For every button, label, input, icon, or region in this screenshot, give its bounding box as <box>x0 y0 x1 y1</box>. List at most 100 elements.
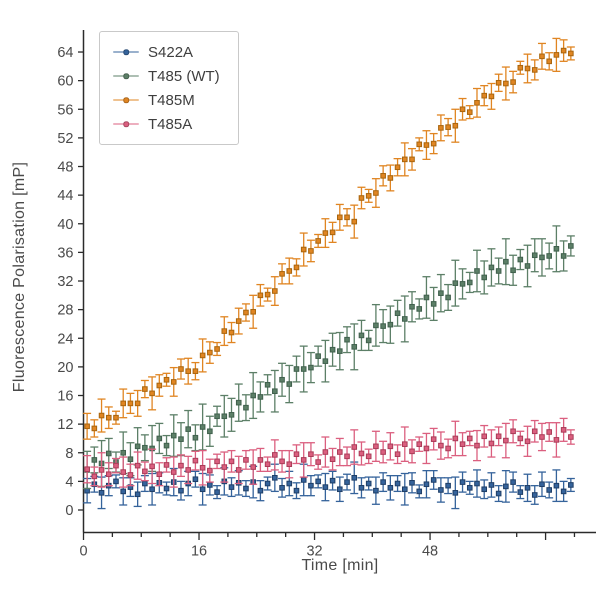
data-point <box>185 368 191 374</box>
data-point <box>308 451 314 457</box>
data-point <box>438 125 444 131</box>
legend-marker-icon <box>113 119 139 129</box>
data-point <box>163 376 170 383</box>
legend-dot <box>123 97 129 103</box>
data-point <box>105 414 112 421</box>
data-point <box>300 366 307 372</box>
data-point <box>351 474 358 481</box>
data-point <box>178 462 184 469</box>
data-point <box>264 480 271 487</box>
data-point <box>170 379 177 385</box>
data-point <box>272 288 278 294</box>
data-point <box>192 457 199 464</box>
data-point <box>430 140 437 147</box>
data-point <box>387 175 394 181</box>
data-point <box>235 467 242 473</box>
legend-label: T485M <box>148 91 195 109</box>
legend-item-t485-wt-: T485 (WT) <box>113 65 220 87</box>
data-point <box>113 414 119 421</box>
data-point <box>127 400 134 407</box>
data-point <box>445 294 451 301</box>
data-point <box>134 491 141 498</box>
data-point <box>120 400 127 407</box>
data-point <box>250 464 256 470</box>
data-point <box>337 486 343 493</box>
data-point <box>185 426 191 432</box>
data-point <box>503 437 509 444</box>
data-point <box>315 238 321 244</box>
data-point <box>235 318 242 324</box>
data-point <box>156 382 163 389</box>
legend-label: T485 (WT) <box>148 67 220 85</box>
y-tick-label: 48 <box>57 160 73 176</box>
data-point <box>344 336 350 343</box>
data-point <box>199 486 206 493</box>
data-point <box>207 467 213 474</box>
data-point <box>438 290 444 296</box>
data-point <box>221 328 228 334</box>
data-point <box>539 434 545 440</box>
data-point <box>459 106 466 113</box>
data-point <box>221 413 228 420</box>
data-point <box>98 490 105 496</box>
data-point <box>344 453 350 460</box>
legend-item-t485a: T485A <box>113 113 220 135</box>
legend: S422A T485 (WT) T485M T485A <box>99 31 239 145</box>
x-tick-label: 48 <box>422 544 438 560</box>
y-tick-label: 28 <box>57 303 73 319</box>
data-point <box>459 479 466 485</box>
data-point <box>199 424 206 430</box>
legend-marker-icon <box>113 71 139 81</box>
data-point <box>113 478 119 485</box>
data-point <box>337 348 343 354</box>
data-point <box>488 264 495 271</box>
data-point <box>373 443 379 450</box>
data-point <box>553 482 560 489</box>
data-point <box>510 79 516 85</box>
data-point <box>344 214 350 221</box>
data-point <box>329 477 336 484</box>
data-point <box>387 321 394 328</box>
data-point <box>387 485 394 491</box>
legend-item-s422a: S422A <box>113 41 220 63</box>
data-point <box>134 400 141 407</box>
data-point <box>553 246 560 252</box>
data-point <box>192 368 199 374</box>
data-point <box>495 490 502 497</box>
data-point <box>178 436 184 442</box>
y-tick-label: 52 <box>57 131 73 147</box>
data-point <box>466 109 473 115</box>
series-t485-wt- <box>83 225 575 490</box>
data-point <box>149 390 155 397</box>
x-tick-label: 32 <box>306 544 322 560</box>
data-point <box>170 469 177 475</box>
data-point <box>105 471 112 478</box>
data-point <box>394 164 401 171</box>
data-point <box>365 193 372 199</box>
y-tick-label: 40 <box>57 217 73 233</box>
data-point <box>568 50 574 57</box>
data-point <box>488 93 495 100</box>
legend-item-t485m: T485M <box>113 89 220 111</box>
data-point <box>510 267 516 274</box>
data-point <box>474 480 480 487</box>
series-t485a <box>83 417 575 488</box>
data-point <box>308 248 314 254</box>
data-point <box>387 443 394 450</box>
y-tick-label: 32 <box>57 274 73 290</box>
data-point <box>322 358 329 364</box>
data-point <box>531 492 538 498</box>
y-tick-label: 16 <box>57 389 73 405</box>
data-point <box>409 480 415 486</box>
data-point <box>228 329 235 336</box>
data-point <box>279 376 285 383</box>
data-point <box>401 486 408 493</box>
data-point <box>539 53 545 60</box>
data-point <box>401 441 408 447</box>
data-point <box>127 456 134 462</box>
data-point <box>149 486 155 493</box>
data-point <box>228 412 235 418</box>
data-point <box>207 349 213 356</box>
data-point <box>257 487 264 494</box>
legend-dot <box>123 73 129 79</box>
